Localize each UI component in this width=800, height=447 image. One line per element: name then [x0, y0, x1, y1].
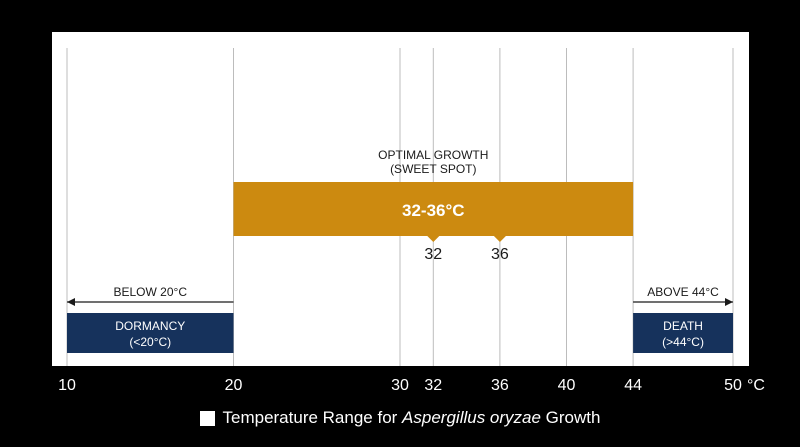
x-tick-10: 10	[58, 377, 76, 394]
x-axis-unit: °C	[747, 377, 765, 394]
death-arrow-label: ABOVE 44°C	[647, 285, 719, 299]
x-tick-30: 30	[391, 377, 409, 394]
legend-species: Aspergillus oryzae	[402, 408, 541, 427]
legend-suffix: Growth	[540, 408, 601, 427]
temperature-zones: DORMANCY (<20°C) BELOW 20°C DEATH (>44°C) ABO…	[67, 285, 733, 353]
optimal-title: OPTIMAL GROWTH	[378, 148, 488, 162]
x-tick-50: 50	[724, 377, 742, 394]
x-tick-44: 44	[624, 377, 642, 394]
dormancy-arrow-head	[67, 298, 75, 306]
death-zone-box	[633, 313, 733, 353]
dormancy-zone-box	[67, 313, 234, 353]
optimal-growth-group: OPTIMAL GROWTH(SWEET SPOT) 32-36°C 32 36	[233, 148, 634, 263]
optimal-subtitle: (SWEET SPOT)	[390, 162, 476, 176]
marker-36-pointer	[493, 236, 506, 242]
death-zone-label: DEATH	[663, 319, 703, 333]
marker-36-label: 36	[491, 246, 509, 263]
dormancy-zone-label: DORMANCY	[115, 319, 185, 333]
x-axis-ticks: 10 20 30 32 36 40 44 50 °C	[58, 377, 765, 394]
legend: Temperature Range for Aspergillus oryzae…	[0, 406, 800, 430]
optimal-band	[233, 182, 634, 236]
legend-prefix: Temperature Range for	[222, 408, 403, 427]
marker-32-pointer	[427, 236, 440, 242]
x-tick-40: 40	[558, 377, 576, 394]
optimal-band-label: 32-36°C	[402, 201, 465, 220]
x-tick-32: 32	[424, 377, 442, 394]
legend-text: Temperature Range for Aspergillus oryzae…	[223, 408, 601, 428]
x-tick-36: 36	[491, 377, 509, 394]
death-zone-sublabel: (>44°C)	[662, 335, 704, 349]
x-tick-20: 20	[225, 377, 243, 394]
legend-swatch	[199, 410, 215, 426]
marker-32-label: 32	[424, 246, 442, 263]
dormancy-zone-sublabel: (<20°C)	[129, 335, 171, 349]
dormancy-arrow-label: BELOW 20°C	[114, 285, 188, 299]
death-arrow-head	[725, 298, 733, 306]
